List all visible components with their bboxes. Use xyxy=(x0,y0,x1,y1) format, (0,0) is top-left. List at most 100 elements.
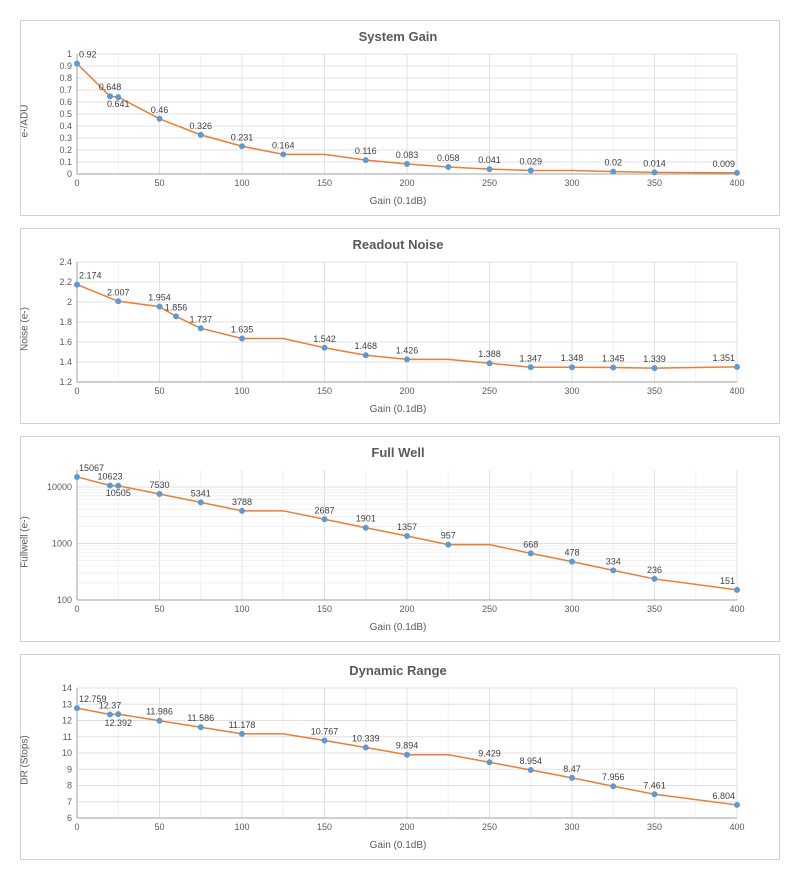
svg-text:0.648: 0.648 xyxy=(99,82,122,92)
svg-text:1357: 1357 xyxy=(397,522,417,532)
svg-text:0.92: 0.92 xyxy=(79,50,97,60)
svg-text:151: 151 xyxy=(720,576,735,586)
svg-text:300: 300 xyxy=(564,604,579,614)
svg-text:50: 50 xyxy=(154,178,164,188)
svg-text:1.347: 1.347 xyxy=(519,353,542,363)
svg-text:200: 200 xyxy=(399,604,414,614)
svg-text:0.5: 0.5 xyxy=(59,109,72,119)
svg-text:0.029: 0.029 xyxy=(519,157,542,167)
svg-text:100: 100 xyxy=(234,386,249,396)
svg-text:2.2: 2.2 xyxy=(59,277,72,287)
svg-text:0.116: 0.116 xyxy=(355,146,377,156)
svg-text:1: 1 xyxy=(67,49,72,59)
svg-text:12.37: 12.37 xyxy=(99,700,122,710)
svg-text:100: 100 xyxy=(234,822,249,832)
svg-text:250: 250 xyxy=(482,178,497,188)
svg-text:0.02: 0.02 xyxy=(604,158,622,168)
svg-text:0.326: 0.326 xyxy=(189,121,212,131)
svg-text:150: 150 xyxy=(317,822,332,832)
svg-text:0.1: 0.1 xyxy=(59,157,72,167)
svg-text:11.178: 11.178 xyxy=(229,720,256,730)
svg-text:0.058: 0.058 xyxy=(437,153,460,163)
svg-text:150: 150 xyxy=(317,178,332,188)
svg-text:957: 957 xyxy=(441,531,456,541)
svg-text:50: 50 xyxy=(154,386,164,396)
svg-text:9: 9 xyxy=(67,764,72,774)
plot-area: e-/ADU 00.10.20.30.40.50.60.70.80.910501… xyxy=(29,48,767,194)
svg-text:0: 0 xyxy=(67,169,72,179)
svg-text:0.9: 0.9 xyxy=(59,61,72,71)
svg-text:7: 7 xyxy=(67,797,72,807)
svg-text:0: 0 xyxy=(74,178,79,188)
svg-text:0.231: 0.231 xyxy=(231,132,254,142)
svg-text:2.174: 2.174 xyxy=(79,271,102,281)
svg-text:1.388: 1.388 xyxy=(478,349,501,359)
svg-text:14: 14 xyxy=(62,683,72,693)
svg-text:250: 250 xyxy=(482,822,497,832)
svg-text:1.351: 1.351 xyxy=(712,353,735,363)
svg-text:1.635: 1.635 xyxy=(231,325,254,335)
svg-text:400: 400 xyxy=(729,822,744,832)
svg-text:11: 11 xyxy=(63,732,72,742)
svg-text:1.737: 1.737 xyxy=(189,314,212,324)
chart-svg-readout_noise: 1.21.41.61.822.22.4050100150200250300350… xyxy=(29,256,747,402)
svg-text:400: 400 xyxy=(729,386,744,396)
svg-text:0.2: 0.2 xyxy=(59,145,72,155)
svg-text:350: 350 xyxy=(647,604,662,614)
svg-text:10505: 10505 xyxy=(106,488,131,498)
svg-text:0.041: 0.041 xyxy=(478,155,501,165)
svg-text:7.461: 7.461 xyxy=(643,780,666,790)
svg-text:9.429: 9.429 xyxy=(478,748,501,758)
svg-text:400: 400 xyxy=(729,178,744,188)
svg-text:1.856: 1.856 xyxy=(165,302,188,312)
svg-text:1.4: 1.4 xyxy=(59,357,72,367)
svg-text:300: 300 xyxy=(564,822,579,832)
svg-text:1.8: 1.8 xyxy=(59,317,72,327)
x-axis-label: Gain (0.1dB) xyxy=(29,840,767,851)
chart-svg-full_well: 1001000100000501001502002503003504001506… xyxy=(29,464,747,620)
svg-text:10.767: 10.767 xyxy=(311,727,339,737)
svg-text:7530: 7530 xyxy=(149,480,169,490)
svg-text:5341: 5341 xyxy=(191,488,211,498)
chart-svg-dynamic_range: 6789101112131405010015020025030035040012… xyxy=(29,682,747,838)
svg-text:1.954: 1.954 xyxy=(148,293,171,303)
svg-text:12.392: 12.392 xyxy=(104,718,132,728)
svg-text:400: 400 xyxy=(729,604,744,614)
svg-text:1.542: 1.542 xyxy=(313,334,336,344)
svg-text:13: 13 xyxy=(62,699,72,709)
y-axis-label: DR (Stops) xyxy=(20,735,31,784)
chart-dynamic_range: Dynamic Range DR (Stops) 678910111213140… xyxy=(20,654,780,860)
svg-text:0: 0 xyxy=(74,386,79,396)
y-axis-label: Noise (e-) xyxy=(20,307,31,351)
svg-text:100: 100 xyxy=(234,604,249,614)
svg-text:478: 478 xyxy=(564,548,579,558)
svg-text:250: 250 xyxy=(482,604,497,614)
x-axis-label: Gain (0.1dB) xyxy=(29,404,767,415)
svg-text:334: 334 xyxy=(606,556,621,566)
svg-text:1.345: 1.345 xyxy=(602,354,625,364)
chart-system_gain: System Gain e-/ADU 00.10.20.30.40.50.60.… xyxy=(20,20,780,216)
svg-text:10623: 10623 xyxy=(97,472,122,482)
svg-text:9.894: 9.894 xyxy=(396,741,419,751)
svg-text:1.2: 1.2 xyxy=(59,377,72,387)
svg-text:50: 50 xyxy=(154,604,164,614)
svg-text:10000: 10000 xyxy=(47,482,72,492)
x-axis-label: Gain (0.1dB) xyxy=(29,196,767,207)
svg-text:1.348: 1.348 xyxy=(561,353,584,363)
y-axis-label: Fullwell (e-) xyxy=(20,516,31,568)
svg-text:7.956: 7.956 xyxy=(602,772,625,782)
svg-text:0.46: 0.46 xyxy=(151,105,169,115)
charts-root: System Gain e-/ADU 00.10.20.30.40.50.60.… xyxy=(20,20,780,860)
svg-text:0.009: 0.009 xyxy=(712,159,735,169)
svg-text:8: 8 xyxy=(67,781,72,791)
svg-text:2: 2 xyxy=(67,297,72,307)
svg-text:236: 236 xyxy=(647,565,662,575)
svg-text:200: 200 xyxy=(399,386,414,396)
svg-text:150: 150 xyxy=(317,386,332,396)
svg-text:0.8: 0.8 xyxy=(59,73,72,83)
chart-title: Dynamic Range xyxy=(29,663,767,678)
svg-text:8.47: 8.47 xyxy=(563,764,581,774)
svg-text:3788: 3788 xyxy=(232,497,252,507)
svg-text:1901: 1901 xyxy=(356,514,376,524)
chart-title: Full Well xyxy=(29,445,767,460)
